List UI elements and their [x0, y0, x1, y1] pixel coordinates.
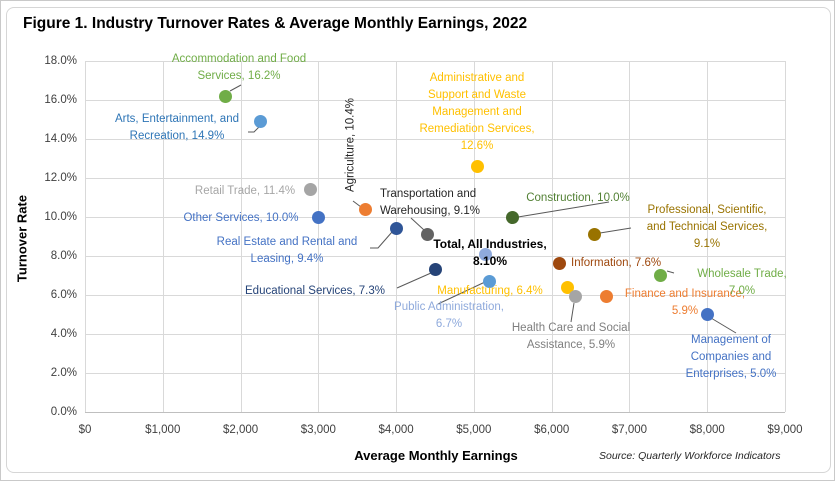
data-point — [358, 202, 372, 216]
y-tick-label: 6.0% — [50, 289, 77, 301]
data-label: Wholesale Trade, 7.0% — [697, 268, 787, 297]
gridline-horizontal — [85, 295, 785, 296]
data-label: Educational Services, 7.3% — [245, 285, 385, 297]
data-label: Transportation and Warehousing, 9.1% — [380, 188, 480, 217]
y-tick-label: 16.0% — [44, 94, 77, 106]
data-label: Agriculture, 10.4% — [344, 98, 357, 192]
data-label: Public Administration, 6.7% — [394, 301, 504, 330]
data-point — [311, 210, 325, 224]
x-tick-label: $9,000 — [767, 424, 803, 436]
y-tick-label: 12.0% — [44, 172, 77, 184]
x-axis-title: Average Monthly Earnings — [354, 448, 518, 463]
gridline-vertical — [396, 61, 398, 412]
data-point — [599, 290, 613, 304]
y-tick-label: 10.0% — [44, 211, 77, 223]
data-point — [253, 114, 267, 128]
data-label: Arts, Entertainment, and Recreation, 14.… — [114, 113, 240, 142]
data-label: Retail Trade, 11.4% — [194, 185, 296, 197]
gridline-vertical — [162, 61, 164, 412]
gridline-horizontal — [85, 178, 785, 179]
data-label: Real Estate and Rental and Leasing, 9.4% — [216, 236, 358, 265]
data-label: Information, 7.6% — [571, 257, 662, 269]
data-label: Accommodation and Food Services, 16.2% — [171, 53, 307, 82]
gridline-horizontal — [85, 100, 785, 101]
gridline-horizontal — [85, 256, 785, 257]
x-tick-label: $6,000 — [534, 424, 570, 436]
data-label: Total, All Industries, 8.10% — [433, 237, 547, 268]
gridline-vertical — [318, 61, 320, 412]
data-point — [304, 183, 318, 197]
chart-title: Figure 1. Industry Turnover Rates & Aver… — [23, 15, 528, 32]
data-point — [218, 89, 232, 103]
data-point — [552, 257, 566, 271]
data-label: Finance and Insurance, 5.9% — [624, 288, 746, 317]
data-label: Professional, Scientific, and Technical … — [646, 204, 768, 250]
source-note: Source: Quarterly Workforce Indicators — [599, 450, 781, 462]
data-point — [587, 228, 601, 242]
gridline-horizontal — [85, 61, 785, 62]
data-label: Health Care and Social Assistance, 5.9% — [511, 322, 631, 351]
gridline-vertical — [551, 61, 553, 412]
gridline-horizontal — [85, 334, 785, 335]
data-point — [654, 269, 668, 282]
data-label: Administrative and Support and Waste Man… — [419, 72, 535, 152]
y-tick-label: 0.0% — [50, 406, 77, 418]
gridline-vertical — [707, 61, 709, 412]
x-tick-label: $5,000 — [456, 424, 492, 436]
data-label: Construction, 10.0% — [526, 192, 630, 204]
gridline-vertical — [240, 61, 242, 412]
data-point — [389, 222, 403, 236]
gridline-vertical — [473, 61, 475, 412]
data-label: Management of Companies and Enterprises,… — [685, 334, 777, 380]
data-point — [428, 263, 442, 277]
x-tick-label: $1,000 — [145, 424, 181, 436]
y-tick-label: 14.0% — [44, 133, 77, 145]
gridline-horizontal — [85, 373, 785, 374]
y-tick-label: 8.0% — [50, 250, 77, 262]
data-point — [506, 210, 520, 224]
gridline-vertical — [85, 61, 86, 412]
gridline-vertical — [629, 61, 631, 412]
gridline-horizontal — [85, 412, 785, 413]
gridline-horizontal — [85, 139, 785, 140]
data-point — [420, 228, 434, 242]
gridline-vertical — [785, 61, 786, 412]
chart-border — [6, 7, 831, 473]
y-tick-label: 2.0% — [50, 367, 77, 379]
y-axis-title: Turnover Rate — [14, 194, 30, 283]
data-point — [482, 274, 496, 288]
y-tick-label: 4.0% — [50, 328, 77, 340]
gridline-horizontal — [85, 217, 785, 218]
y-tick-label: 18.0% — [44, 55, 77, 67]
data-point — [479, 247, 493, 261]
x-tick-label: $3,000 — [300, 424, 336, 436]
data-point — [471, 159, 485, 173]
x-tick-label: $2,000 — [222, 424, 259, 436]
x-tick-label: $7,000 — [611, 424, 648, 436]
data-label: Manufacturing, 6.4% — [437, 285, 543, 297]
data-point — [700, 308, 714, 321]
x-tick-label: $0 — [78, 424, 92, 436]
data-point — [568, 290, 582, 304]
x-tick-label: $8,000 — [689, 424, 725, 436]
data-label: Other Services, 10.0% — [183, 212, 299, 224]
x-tick-label: $4,000 — [378, 424, 414, 436]
